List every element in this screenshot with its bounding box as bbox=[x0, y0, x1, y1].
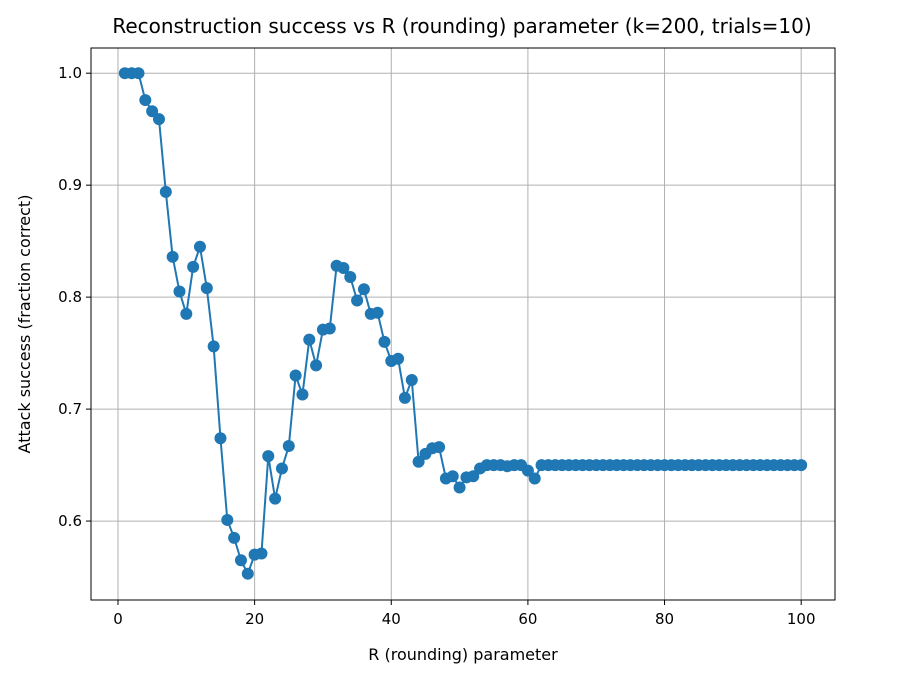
x-tick-label: 40 bbox=[382, 610, 401, 628]
data-point bbox=[795, 459, 808, 472]
plot-frame bbox=[90, 47, 836, 601]
data-point bbox=[275, 462, 288, 475]
data-point bbox=[139, 94, 152, 107]
data-point bbox=[262, 450, 275, 463]
x-tick-label: 20 bbox=[245, 610, 264, 628]
grid bbox=[91, 48, 835, 600]
x-axis-label: R (rounding) parameter bbox=[368, 645, 558, 664]
data-point bbox=[296, 388, 309, 401]
data-point bbox=[282, 440, 295, 453]
data-point bbox=[467, 470, 480, 483]
x-tick-label: 100 bbox=[787, 610, 816, 628]
data-point bbox=[528, 472, 541, 485]
data-point bbox=[207, 340, 220, 353]
y-tick-label: 1.0 bbox=[58, 64, 82, 82]
y-axis-ticks: 0.6 0.7 0.8 0.9 1.0 bbox=[58, 64, 91, 530]
data-point bbox=[289, 369, 302, 382]
chart-title: Reconstruction success vs R (rounding) p… bbox=[112, 14, 811, 38]
data-point bbox=[180, 307, 193, 320]
data-point bbox=[323, 322, 336, 335]
y-tick-label: 0.9 bbox=[58, 176, 82, 194]
data-point bbox=[234, 554, 247, 567]
data-point bbox=[166, 250, 179, 263]
data-point bbox=[446, 470, 459, 483]
data-point bbox=[132, 67, 145, 80]
data-point bbox=[398, 391, 411, 404]
data-point bbox=[200, 282, 213, 295]
x-tick-label: 0 bbox=[113, 610, 123, 628]
data-point bbox=[159, 185, 172, 198]
x-tick-label: 60 bbox=[518, 610, 537, 628]
data-point bbox=[152, 113, 165, 126]
data-point bbox=[521, 464, 534, 477]
data-point bbox=[405, 373, 418, 386]
x-tick-label: 80 bbox=[655, 610, 674, 628]
data-point bbox=[371, 306, 384, 319]
data-point bbox=[357, 283, 370, 296]
data-point bbox=[303, 333, 316, 346]
data-point bbox=[241, 567, 254, 580]
data-point bbox=[351, 294, 364, 307]
y-axis-label: Attack success (fraction correct) bbox=[15, 195, 34, 454]
data-point bbox=[453, 481, 466, 494]
data-point bbox=[193, 240, 206, 253]
data-point bbox=[378, 335, 391, 348]
data-point bbox=[187, 260, 200, 273]
data-point bbox=[146, 105, 159, 118]
y-tick-label: 0.8 bbox=[58, 288, 82, 306]
y-tick-label: 0.6 bbox=[58, 512, 82, 530]
data-point bbox=[344, 270, 357, 283]
data-point bbox=[392, 352, 405, 365]
data-point bbox=[228, 531, 241, 544]
data-point bbox=[269, 492, 282, 505]
data-point bbox=[310, 359, 323, 372]
data-point bbox=[221, 513, 234, 526]
x-axis-ticks: 0 20 40 60 80 100 bbox=[113, 600, 816, 628]
data-point bbox=[173, 285, 186, 298]
data-point bbox=[255, 547, 268, 560]
data-point bbox=[337, 262, 350, 275]
data-point bbox=[433, 441, 446, 454]
data-point bbox=[412, 455, 425, 468]
y-tick-label: 0.7 bbox=[58, 400, 82, 418]
data-point bbox=[214, 432, 227, 445]
data-points bbox=[118, 67, 808, 580]
